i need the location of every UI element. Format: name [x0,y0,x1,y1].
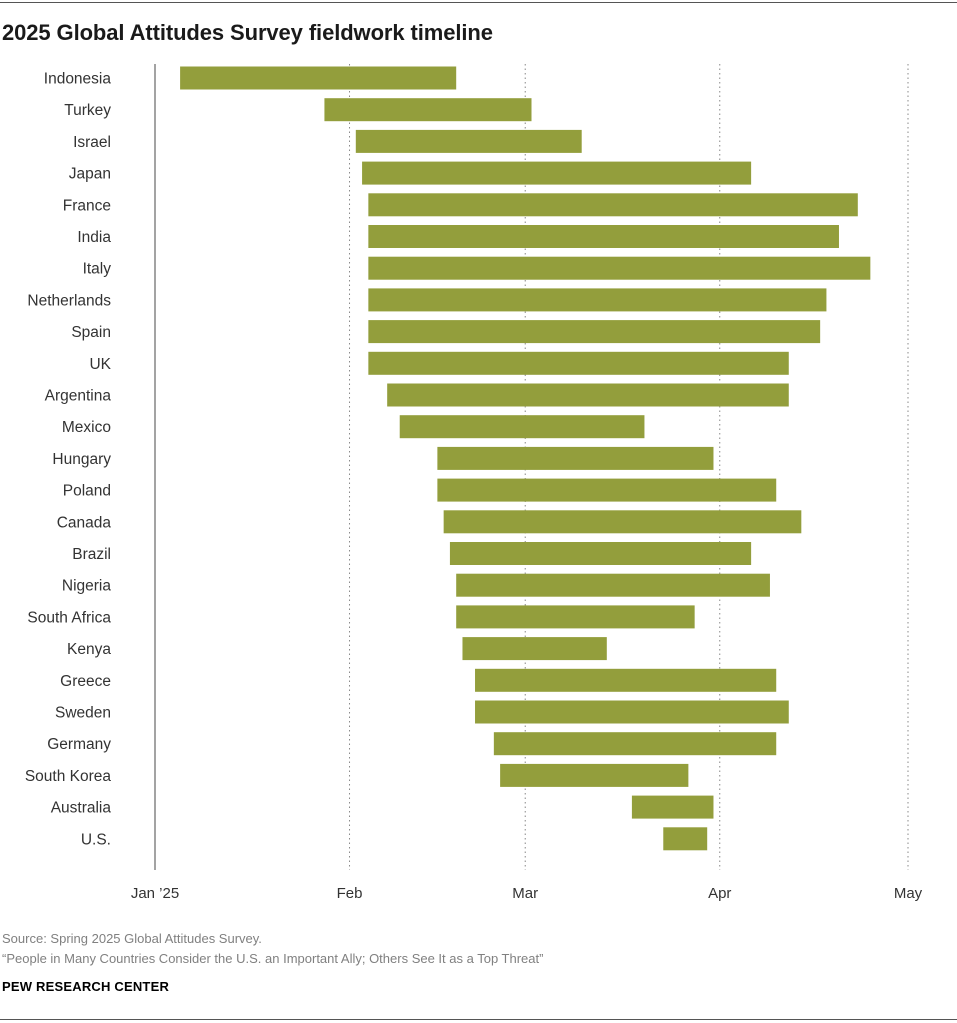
category-label: Poland [63,483,111,500]
category-label: U.S. [81,831,111,848]
category-label: Israel [73,134,111,151]
category-label: Canada [57,514,112,531]
bar-nigeria [456,573,770,597]
bar-germany [493,732,777,756]
bar-kenya [462,637,607,661]
bar-south-korea [500,763,689,787]
x-tick-label: Jan ’25 [131,885,179,902]
report-title-note: “People in Many Countries Consider the U… [2,951,544,966]
category-label: Brazil [72,546,111,563]
category-label: Kenya [67,641,111,658]
bar-netherlands [368,288,827,312]
x-tick-label: Mar [512,885,538,902]
category-label: Sweden [55,705,111,722]
x-tick-label: May [894,885,923,902]
category-label: Germany [47,736,111,753]
bar-turkey [324,98,532,122]
category-label: Spain [71,324,111,341]
bar-italy [368,256,871,280]
source-note: Source: Spring 2025 Global Attitudes Sur… [2,931,262,946]
category-label: Mexico [62,419,111,436]
bar-india [368,225,839,248]
bars [180,66,871,851]
bottom-rule [0,1019,957,1020]
bar-indonesia [180,66,457,90]
bar-australia [631,795,714,819]
category-label: Indonesia [44,71,112,88]
bar-sweden [475,700,789,724]
category-label: South Africa [27,609,111,626]
category-label: Japan [69,166,111,183]
bar-south-africa [456,605,695,629]
category-label: South Korea [25,768,112,785]
category-label: Italy [83,261,112,278]
x-tick-label: Feb [337,885,363,902]
timeline-chart: Indonesia Turkey Israel Japan France India Ita… [25,64,923,902]
category-label: France [63,197,111,214]
bar-france [368,193,858,217]
category-label: Australia [51,800,112,817]
category-label: Argentina [45,388,112,405]
category-label: India [77,229,111,246]
country-labels: Indonesia Turkey Israel Japan France India Ita… [25,71,112,849]
chart-title: 2025 Global Attitudes Survey fieldwork t… [2,20,493,45]
bar-mexico [399,415,645,439]
bar-poland [437,478,777,502]
bar-brazil [449,542,752,565]
bar-hungary [437,446,714,470]
category-label: Nigeria [62,578,111,595]
category-label: UK [89,356,111,373]
x-tick-label: Apr [708,885,731,902]
category-label: Greece [60,673,111,690]
pew-logo-text: PEW RESEARCH CENTER [2,979,170,994]
category-label: Turkey [64,102,111,119]
bar-u-s [663,827,708,851]
bar-japan [362,161,752,185]
bar-greece [475,668,777,692]
bar-israel [355,129,582,153]
bar-argentina [387,383,789,407]
bar-uk [368,351,789,375]
bar-spain [368,320,821,344]
category-label: Netherlands [27,292,111,309]
category-label: Hungary [52,451,111,468]
bar-canada [443,510,802,534]
top-rule [0,2,957,3]
x-axis-ticks: Jan ’25 Feb Mar Apr May [131,885,923,902]
